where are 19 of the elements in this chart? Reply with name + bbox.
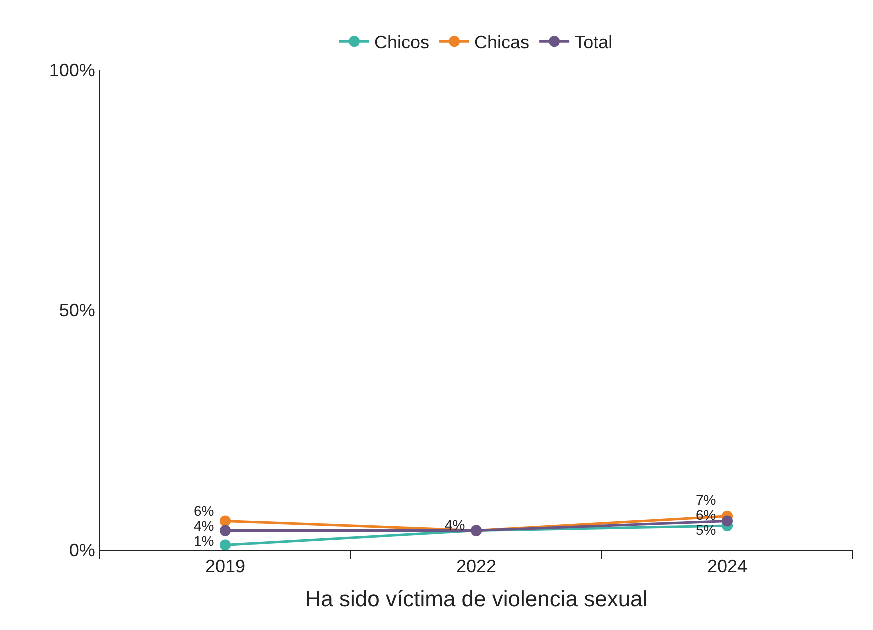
x-tick-label: 2019 (205, 556, 246, 577)
data-label: 7% (696, 492, 716, 508)
point (220, 525, 231, 536)
x-axis-title: Ha sido víctima de violencia sexual (305, 586, 648, 612)
data-label: 6% (194, 503, 214, 519)
point (220, 540, 231, 551)
data-label: 1% (194, 533, 214, 549)
x-tick-label: 2024 (707, 556, 748, 577)
data-label: 4% (445, 517, 466, 533)
data-label: 4% (194, 518, 214, 534)
legend-label: Chicos (374, 32, 430, 53)
y-tick-label: 50% (59, 300, 96, 320)
y-tick-label: 100% (49, 60, 96, 80)
legend-label: Total (574, 32, 613, 53)
x-tick-label: 2022 (456, 556, 497, 577)
legend-label: Chicas (474, 32, 530, 53)
point (722, 516, 733, 527)
point (220, 516, 231, 527)
y-tick-label: 0% (69, 540, 96, 560)
